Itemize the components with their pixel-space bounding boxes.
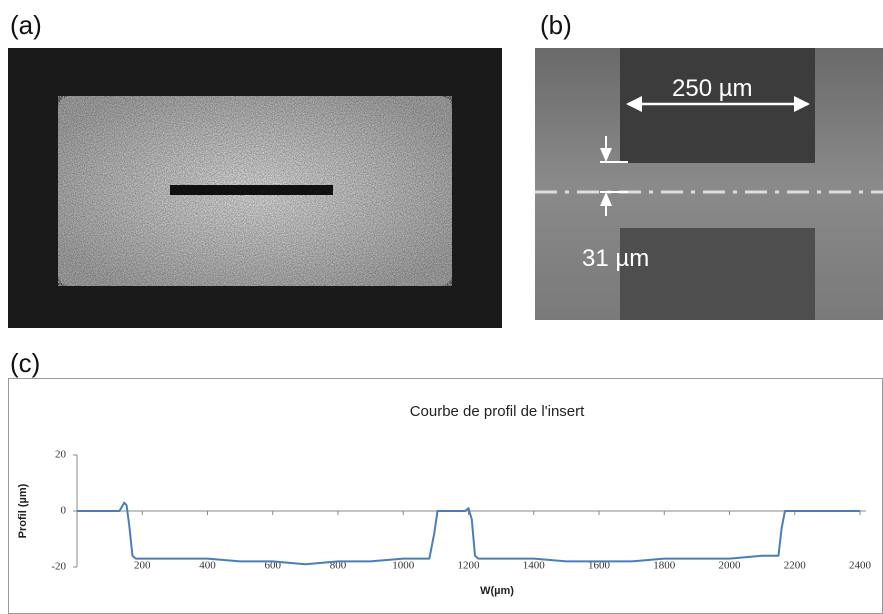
channel-bottom [620, 228, 815, 320]
profile-line [77, 501, 860, 566]
x-tick-label: 1000 [392, 560, 415, 572]
panel-label: (a) [10, 10, 42, 40]
dimension-label: 31 µm [582, 245, 649, 272]
x-tick-label: 1400 [523, 560, 546, 572]
x-tick-label: 200 [134, 560, 151, 572]
x-axis-label: W(µm) [480, 585, 514, 597]
panel-label: (b) [540, 10, 572, 40]
x-tick-label: 400 [199, 560, 216, 572]
arrow-head [600, 148, 612, 162]
channel-top [620, 48, 815, 163]
y-tick-label: -20 [51, 561, 66, 573]
arrow-head [794, 96, 810, 112]
y-axis-label: Profil (µm) [17, 483, 29, 538]
x-tick-label: 2000 [719, 560, 742, 572]
panel-label: (c) [10, 348, 40, 378]
arrow-head [600, 192, 612, 206]
y-tick-label: 0 [61, 505, 67, 517]
x-tick-label: 2400 [849, 560, 872, 572]
x-tick-label: 1600 [588, 560, 611, 572]
slot [170, 185, 333, 195]
dimension-label: 250 µm [672, 75, 753, 102]
x-tick-label: 2200 [784, 560, 807, 572]
x-tick-label: 1800 [653, 560, 676, 572]
y-tick-label: 20 [55, 449, 67, 461]
chart-title: Courbe de profil de l'insert [410, 403, 585, 420]
chart-frame [8, 378, 883, 614]
x-tick-label: 1200 [458, 560, 481, 572]
arrow-head [626, 96, 642, 112]
